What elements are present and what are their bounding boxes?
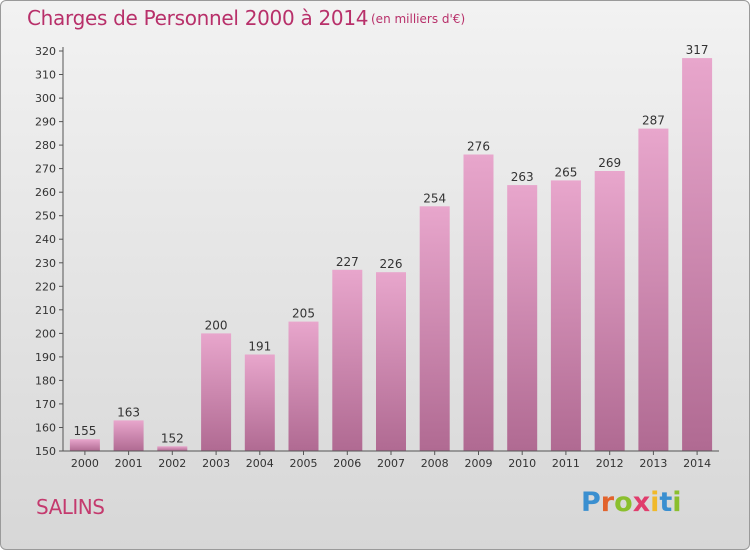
x-tick-label-2001: 2001: [115, 457, 143, 470]
y-tick-label-250: 250: [35, 210, 56, 223]
bars-group: [69, 58, 713, 451]
y-tick-label-320: 320: [35, 45, 56, 58]
y-tick-label-200: 200: [35, 327, 56, 340]
x-tick-label-2000: 2000: [71, 457, 99, 470]
data-labels-group: 155 163 152 200 191 205 227 226 254 276 263 265 269 2…: [73, 43, 708, 445]
x-tick-label-2012: 2012: [596, 457, 624, 470]
x-tick-label-2011: 2011: [552, 457, 580, 470]
bar-2006: [332, 269, 363, 451]
data-label-2006: 227: [336, 255, 359, 269]
y-tick-label-260: 260: [35, 186, 56, 199]
bar-2012: [594, 171, 625, 451]
x-tick-label-2002: 2002: [158, 457, 186, 470]
y-tick-label-170: 170: [35, 398, 56, 411]
bar-2002: [157, 446, 188, 451]
proxiti-logo[interactable]: Proxiti: [581, 487, 682, 518]
chart-title: Charges de Personnel 2000 à 2014: [27, 6, 369, 30]
bar-2011: [550, 180, 581, 451]
bar-2008: [419, 206, 450, 451]
y-tick-label-270: 270: [35, 163, 56, 176]
y-tick-label-210: 210: [35, 304, 56, 317]
x-tick-label-2007: 2007: [377, 457, 405, 470]
bar-2009: [463, 154, 494, 451]
data-label-2002: 152: [161, 431, 184, 445]
bar-2001: [113, 420, 144, 451]
data-label-2012: 269: [598, 156, 621, 170]
y-tick-label-150: 150: [35, 445, 56, 458]
y-tick-label-160: 160: [35, 422, 56, 435]
y-tick-label-180: 180: [35, 374, 56, 387]
x-tick-label-2008: 2008: [421, 457, 449, 470]
bar-2003: [201, 333, 232, 451]
data-label-2011: 265: [554, 165, 577, 179]
data-label-2005: 205: [292, 307, 315, 321]
data-label-2001: 163: [117, 405, 140, 419]
data-label-2004: 191: [248, 340, 271, 354]
x-tick-label-2014: 2014: [683, 457, 711, 470]
data-label-2000: 155: [73, 424, 96, 438]
bar-2010: [507, 185, 538, 451]
data-label-2008: 254: [423, 191, 446, 205]
bar-2013: [638, 128, 669, 451]
x-tick-label-2009: 2009: [465, 457, 493, 470]
data-label-2003: 200: [205, 318, 228, 332]
y-tick-label-310: 310: [35, 69, 56, 82]
y-tick-label-290: 290: [35, 116, 56, 129]
data-label-2010: 263: [511, 170, 534, 184]
x-tick-label-2004: 2004: [246, 457, 274, 470]
x-tick-label-2006: 2006: [333, 457, 361, 470]
bar-2007: [376, 272, 406, 451]
data-label-2009: 276: [467, 140, 490, 154]
x-tick-label-2003: 2003: [202, 457, 230, 470]
y-tick-label-220: 220: [35, 280, 56, 293]
bar-2014: [682, 58, 713, 451]
y-tick-label-190: 190: [35, 351, 56, 364]
y-tick-label-240: 240: [35, 233, 56, 246]
x-tick-label-2005: 2005: [290, 457, 318, 470]
commune-name: SALINS: [36, 495, 105, 519]
data-label-2014: 317: [686, 43, 709, 57]
bar-2005: [288, 321, 319, 451]
x-tick-label-2013: 2013: [639, 457, 667, 470]
bar-2000: [69, 439, 100, 451]
x-ticks-group: 2000 2001 2002 2003 2004 2005 2006 2007 2008 2009…: [71, 451, 711, 470]
y-ticks-group: 150 160 170 180 190 200 210 220 230 240 250 260 270 2…: [35, 45, 63, 458]
y-tick-label-230: 230: [35, 257, 56, 270]
data-label-2007: 226: [380, 257, 403, 271]
chart-subtitle: (en milliers d'€): [371, 12, 466, 26]
y-tick-label-280: 280: [35, 139, 56, 152]
y-tick-label-300: 300: [35, 92, 56, 105]
x-tick-label-2010: 2010: [508, 457, 536, 470]
bar-2004: [244, 354, 275, 451]
data-label-2013: 287: [642, 114, 665, 128]
